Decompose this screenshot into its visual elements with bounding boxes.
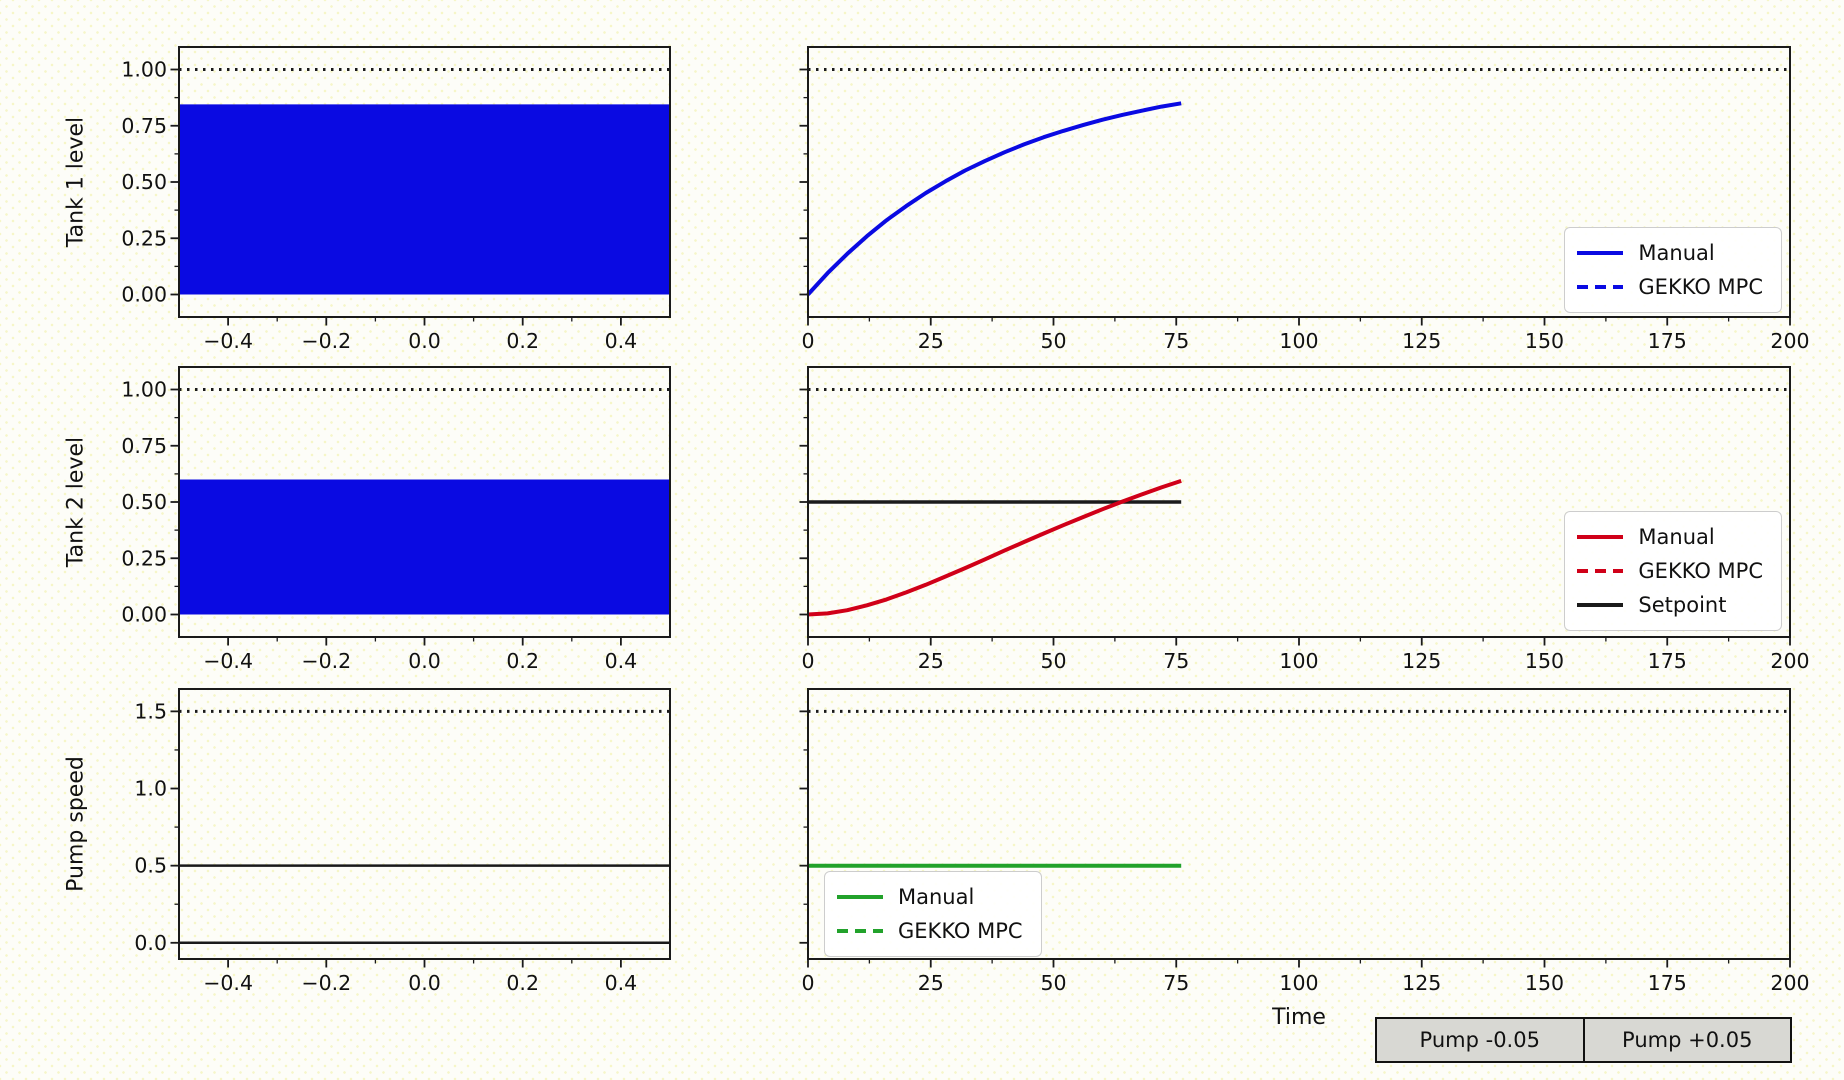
svg-text:200: 200 xyxy=(1770,329,1809,353)
pump-speed-axis-label: Pump speed xyxy=(63,756,89,892)
legend-label: GEKKO MPC xyxy=(1638,559,1763,583)
svg-text:0.25: 0.25 xyxy=(121,546,167,570)
svg-text:100: 100 xyxy=(1279,971,1318,995)
tank1-legend: Manual GEKKO MPC xyxy=(1564,227,1782,313)
svg-text:0.0: 0.0 xyxy=(408,971,441,995)
setpoint-line-sample xyxy=(1577,603,1624,607)
svg-text:−0.4: −0.4 xyxy=(203,971,253,995)
svg-text:0.00: 0.00 xyxy=(121,603,167,627)
pump-legend: Manual GEKKO MPC xyxy=(824,871,1042,957)
svg-text:0.50: 0.50 xyxy=(121,490,167,514)
svg-text:1.00: 1.00 xyxy=(121,378,167,402)
manual-line-sample xyxy=(837,895,883,899)
legend-label: GEKKO MPC xyxy=(898,919,1023,943)
svg-text:125: 125 xyxy=(1402,649,1441,673)
svg-text:175: 175 xyxy=(1648,329,1687,353)
svg-text:1.00: 1.00 xyxy=(121,58,167,82)
legend-label: Manual xyxy=(1638,241,1715,265)
svg-text:200: 200 xyxy=(1770,649,1809,673)
svg-text:0.4: 0.4 xyxy=(605,971,638,995)
svg-text:−0.2: −0.2 xyxy=(301,329,351,353)
legend-item-gekko-mpc: GEKKO MPC xyxy=(837,914,1023,948)
svg-text:150: 150 xyxy=(1525,329,1564,353)
tank1-axis-label: Tank 1 level xyxy=(63,116,89,248)
svg-text:0.75: 0.75 xyxy=(121,114,167,138)
legend-item-manual: Manual xyxy=(1577,236,1763,270)
svg-text:0.2: 0.2 xyxy=(506,971,539,995)
svg-text:25: 25 xyxy=(918,329,944,353)
manual-line-sample xyxy=(1577,535,1624,539)
tank2-axis-label: Tank 2 level xyxy=(63,436,89,568)
svg-text:0.50: 0.50 xyxy=(121,170,167,194)
svg-text:50: 50 xyxy=(1040,971,1066,995)
svg-text:200: 200 xyxy=(1770,971,1809,995)
svg-text:75: 75 xyxy=(1163,649,1189,673)
tank2-legend: Manual GEKKO MPC Setpoint xyxy=(1564,511,1782,631)
legend-label: Setpoint xyxy=(1638,593,1727,617)
svg-text:125: 125 xyxy=(1402,329,1441,353)
legend-item-gekko-mpc: GEKKO MPC xyxy=(1577,554,1763,588)
svg-text:0.2: 0.2 xyxy=(506,649,539,673)
svg-text:75: 75 xyxy=(1163,971,1189,995)
svg-text:175: 175 xyxy=(1648,971,1687,995)
time-axis-label: Time xyxy=(1272,1005,1326,1030)
svg-text:150: 150 xyxy=(1525,971,1564,995)
svg-text:0.00: 0.00 xyxy=(121,283,167,307)
svg-text:150: 150 xyxy=(1525,649,1564,673)
svg-text:0.0: 0.0 xyxy=(408,649,441,673)
svg-text:0.4: 0.4 xyxy=(605,649,638,673)
legend-label: GEKKO MPC xyxy=(1638,275,1763,299)
svg-text:0: 0 xyxy=(801,971,814,995)
svg-text:0.5: 0.5 xyxy=(134,854,167,878)
svg-text:−0.2: −0.2 xyxy=(301,971,351,995)
svg-text:0: 0 xyxy=(801,329,814,353)
svg-text:100: 100 xyxy=(1279,329,1318,353)
pump-minus-button[interactable]: Pump -0.05 xyxy=(1377,1019,1585,1061)
gekko-mpc-line-sample xyxy=(1577,569,1624,573)
svg-text:−0.4: −0.4 xyxy=(203,649,253,673)
legend-label: Manual xyxy=(1638,525,1715,549)
svg-text:75: 75 xyxy=(1163,329,1189,353)
legend-label: Manual xyxy=(898,885,975,909)
svg-text:175: 175 xyxy=(1648,649,1687,673)
svg-text:0.25: 0.25 xyxy=(121,226,167,250)
svg-text:0.75: 0.75 xyxy=(121,434,167,458)
pump-control-button-bar: Pump -0.05 Pump +0.05 xyxy=(1375,1017,1792,1063)
legend-item-gekko-mpc: GEKKO MPC xyxy=(1577,270,1763,304)
svg-text:25: 25 xyxy=(918,971,944,995)
gekko-mpc-line-sample xyxy=(837,929,883,933)
legend-item-manual: Manual xyxy=(1577,520,1763,554)
legend-item-setpoint: Setpoint xyxy=(1577,588,1763,622)
legend-item-manual: Manual xyxy=(837,880,1023,914)
manual-line-sample xyxy=(1577,251,1624,255)
svg-text:25: 25 xyxy=(918,649,944,673)
svg-text:125: 125 xyxy=(1402,971,1441,995)
gekko-mpc-line-sample xyxy=(1577,285,1624,289)
svg-text:−0.4: −0.4 xyxy=(203,329,253,353)
svg-text:50: 50 xyxy=(1040,329,1066,353)
svg-text:0: 0 xyxy=(801,649,814,673)
svg-text:100: 100 xyxy=(1279,649,1318,673)
svg-text:1.5: 1.5 xyxy=(134,699,167,723)
svg-text:0.2: 0.2 xyxy=(506,329,539,353)
svg-text:0.4: 0.4 xyxy=(605,329,638,353)
svg-text:50: 50 xyxy=(1040,649,1066,673)
svg-text:1.0: 1.0 xyxy=(134,777,167,801)
svg-text:−0.2: −0.2 xyxy=(301,649,351,673)
svg-text:0.0: 0.0 xyxy=(134,931,167,955)
svg-text:0.0: 0.0 xyxy=(408,329,441,353)
pump-plus-button[interactable]: Pump +0.05 xyxy=(1584,1019,1790,1061)
